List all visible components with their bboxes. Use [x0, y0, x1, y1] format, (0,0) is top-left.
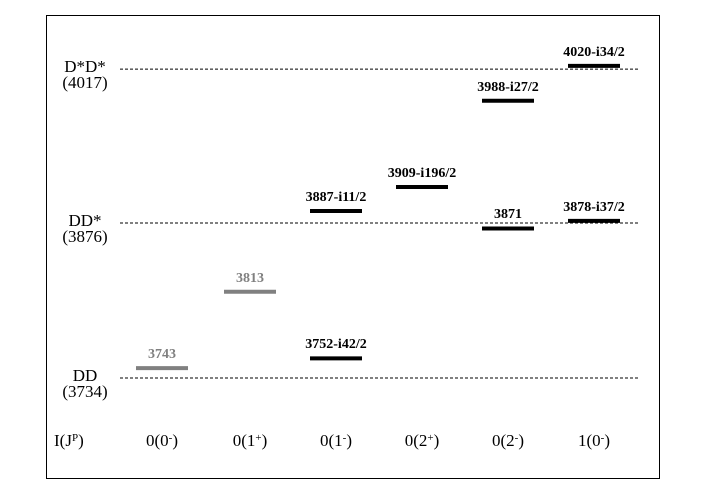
column-label: 0(2+)	[382, 432, 462, 449]
column-label-close: )	[172, 431, 178, 450]
threshold-mass: (3734)	[62, 382, 108, 401]
energy-level-label: 3871	[494, 207, 522, 223]
column-label: 0(0-)	[122, 432, 202, 449]
threshold-name: DD	[72, 366, 98, 385]
energy-level-label: 4020-i34/2	[563, 44, 625, 60]
column-label-parity: -	[600, 432, 605, 444]
column-label-close: )	[433, 431, 440, 450]
column-label-parity: +	[427, 432, 434, 444]
axis-label-parity: P	[71, 432, 79, 444]
diagram-frame	[46, 15, 660, 479]
column-label-close: )	[518, 431, 524, 450]
column-label-main: 0(0	[145, 431, 169, 450]
threshold-name: D*D*	[64, 57, 106, 77]
energy-level-label: 3743	[148, 347, 176, 363]
threshold-name: DD*	[68, 211, 102, 230]
column-label: 0(2-)	[468, 432, 548, 449]
column-label-parity: -	[514, 432, 519, 444]
column-label-close: )	[604, 431, 610, 450]
axis-label-close: )	[78, 431, 84, 450]
energy-level-label: 3813	[236, 270, 264, 286]
column-label-main: 0(2	[491, 431, 515, 450]
column-label-parity: -	[168, 432, 173, 444]
column-label-main: 1(0	[577, 431, 601, 450]
column-label-parity: +	[255, 432, 262, 444]
energy-level-label: 3887-i11/2	[305, 189, 367, 205]
energy-level-label: 3909-i196/2	[387, 165, 457, 181]
threshold-mass: (3876)	[62, 227, 108, 246]
threshold-mass: (4017)	[62, 73, 108, 93]
column-label: 0(1-)	[296, 432, 376, 449]
energy-level-label: 3752-i42/2	[305, 337, 367, 353]
column-label-parity: -	[342, 432, 347, 444]
column-label-close: )	[261, 431, 268, 450]
column-label-close: )	[346, 431, 352, 450]
column-label-main: 0(2	[404, 431, 428, 450]
column-label: 0(1+)	[210, 432, 290, 449]
quantum-number-axis-label: I(JP)	[54, 432, 84, 449]
column-label-main: 0(1	[319, 431, 343, 450]
column-label: 1(0-)	[554, 432, 634, 449]
axis-label-main: I(J	[54, 431, 72, 450]
energy-level-label: 3988-i27/2	[477, 79, 539, 95]
column-label-main: 0(1	[232, 431, 256, 450]
energy-level-label: 3878-i37/2	[563, 199, 625, 215]
